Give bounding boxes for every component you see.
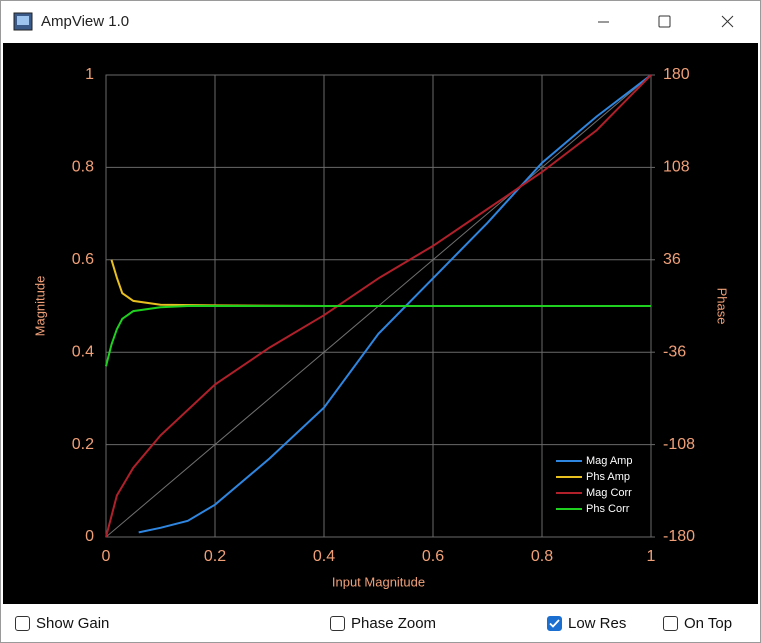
y2-tick-label: 36 [663, 251, 681, 268]
checkbox-label: Show Gain [36, 615, 110, 632]
y-tick-label: 1 [85, 66, 94, 83]
checkbox-box[interactable] [663, 616, 678, 631]
x-tick-label: 0 [102, 548, 111, 565]
series-line [105, 305, 651, 367]
y-tick-label: 0 [85, 528, 94, 545]
title-bar: AmpView 1.0 [1, 1, 760, 43]
y-tick-label: 0.8 [72, 159, 94, 176]
x-tick-label: 0.8 [531, 548, 553, 565]
series-line [138, 74, 652, 534]
checkbox-box[interactable] [547, 616, 562, 631]
y-tick-label: 0.6 [72, 251, 94, 268]
y-tick-label: 0.2 [72, 436, 94, 453]
legend-label: Phs Amp [586, 471, 630, 483]
y2-tick-label: -108 [663, 436, 695, 453]
legend-label: Mag Corr [586, 487, 632, 499]
window-title: AmpView 1.0 [41, 13, 130, 30]
checkbox-label: Phase Zoom [351, 615, 437, 632]
close-button[interactable] [721, 15, 734, 28]
x-tick-label: 0.4 [313, 548, 335, 565]
checkbox[interactable]: Show Gain [15, 615, 109, 632]
chart: 0 0.2 0.4 0.6 0.8 1 -180 -108 -36 36 108 180 0 0.2 0.4… [3, 43, 758, 604]
legend-label: Phs Corr [586, 503, 630, 515]
checkbox[interactable]: Low Res [547, 615, 626, 632]
app-icon-screen [17, 16, 29, 25]
checkbox[interactable]: Phase Zoom [330, 615, 436, 632]
y2-tick-label: 108 [663, 159, 690, 176]
checkbox-box[interactable] [15, 616, 30, 631]
series-line [105, 74, 652, 538]
y2-tick-label: -36 [663, 343, 686, 360]
y-tick-label: 0.4 [72, 343, 94, 360]
x-tick-label: 0.2 [204, 548, 226, 565]
check-mark [549, 619, 560, 628]
y-axis-label: Magnitude [32, 276, 47, 337]
checkbox[interactable]: On Top [663, 615, 732, 632]
x-axis-label: Input Magnitude [332, 574, 425, 589]
x-tick-label: 0.6 [422, 548, 444, 565]
title-bar-icons [13, 12, 734, 31]
maximize-button[interactable] [658, 15, 671, 28]
chart-background [3, 43, 758, 604]
checkbox-label: On Top [684, 615, 733, 632]
checkbox-label: Low Res [568, 615, 627, 632]
y2-axis-label: Phase [715, 288, 730, 325]
y2-tick-label: -180 [663, 528, 695, 545]
y2-tick-label: 180 [663, 66, 690, 83]
checkbox-box[interactable] [330, 616, 345, 631]
x-tick-label: 1 [647, 548, 656, 565]
legend-label: Mag Amp [586, 455, 632, 467]
